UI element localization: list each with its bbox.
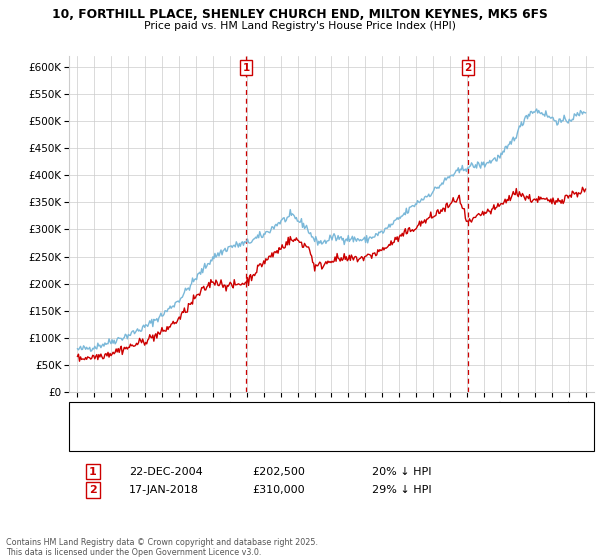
Text: Contains HM Land Registry data © Crown copyright and database right 2025.
This d: Contains HM Land Registry data © Crown c…	[6, 538, 318, 557]
Text: £310,000: £310,000	[252, 485, 305, 495]
Text: 1: 1	[89, 466, 97, 477]
Text: 17-JAN-2018: 17-JAN-2018	[129, 485, 199, 495]
Text: £202,500: £202,500	[252, 466, 305, 477]
Text: 10, FORTHILL PLACE, SHENLEY CHURCH END, MILTON KEYNES, MK5 6FS: 10, FORTHILL PLACE, SHENLEY CHURCH END, …	[52, 8, 548, 21]
Text: HPI: Average price, detached house, Milton Keynes: HPI: Average price, detached house, Milt…	[108, 431, 350, 440]
Text: ─────: ─────	[75, 408, 104, 418]
Text: 10, FORTHILL PLACE, SHENLEY CHURCH END, MILTON KEYNES, MK5 6FS (detached house): 10, FORTHILL PLACE, SHENLEY CHURCH END, …	[108, 409, 533, 418]
Text: Price paid vs. HM Land Registry's House Price Index (HPI): Price paid vs. HM Land Registry's House …	[144, 21, 456, 31]
Text: 20% ↓ HPI: 20% ↓ HPI	[372, 466, 431, 477]
Text: 2: 2	[89, 485, 97, 495]
Text: ─────: ─────	[75, 429, 104, 439]
Text: 22-DEC-2004: 22-DEC-2004	[129, 466, 203, 477]
Text: 2: 2	[464, 63, 471, 73]
Text: 29% ↓ HPI: 29% ↓ HPI	[372, 485, 431, 495]
Text: 1: 1	[242, 63, 250, 73]
